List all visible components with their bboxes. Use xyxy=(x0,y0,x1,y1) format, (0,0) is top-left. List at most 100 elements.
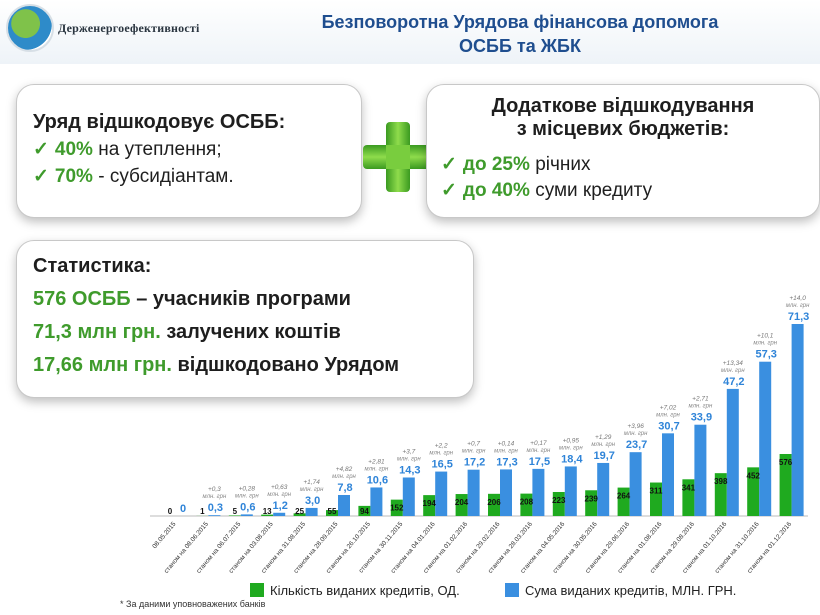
check-icon: ✓ xyxy=(33,139,49,160)
increment-value: +2,71 xyxy=(692,396,709,403)
increment-unit: млн. грн xyxy=(397,456,421,462)
statistics-card: Статистика: 576 ОСББ – учасників програм… xyxy=(16,240,474,398)
sum-bar xyxy=(662,433,674,516)
count-label: 152 xyxy=(390,504,404,513)
sum-label: 1,2 xyxy=(273,500,288,512)
legend-label: Сума виданих кредитів, МЛН. ГРН. xyxy=(525,583,737,598)
count-label: 5 xyxy=(233,507,238,516)
count-bar xyxy=(326,510,338,516)
sum-label: 17,5 xyxy=(529,456,550,468)
count-bar xyxy=(714,473,727,516)
count-label: 264 xyxy=(617,492,631,501)
count-label: 1 xyxy=(200,507,205,516)
government-compensation-card: Уряд відшкодовує ОСББ: ✓ 40% на утеплення… xyxy=(16,84,362,218)
sum-label: 0,6 xyxy=(240,501,255,513)
sum-label: 0 xyxy=(180,503,186,515)
count-bar xyxy=(617,487,630,516)
check-icon: ✓ xyxy=(441,154,457,175)
increment-value: +13,34 xyxy=(723,360,743,367)
sum-bar xyxy=(759,361,772,516)
increment-unit: млн. грн xyxy=(591,442,615,448)
increment-unit: млн. грн xyxy=(332,474,356,480)
sum-bar xyxy=(370,487,383,516)
count-label: 576 xyxy=(779,458,793,467)
sum-label: 10,6 xyxy=(367,474,388,486)
sum-bar xyxy=(402,477,415,516)
count-label: 194 xyxy=(423,499,437,508)
stats-item: 71,3 млн грн. залучених коштів xyxy=(33,321,399,344)
sum-label: 57,3 xyxy=(755,349,776,361)
sum-bar xyxy=(273,512,286,516)
count-bar xyxy=(552,491,565,516)
sum-bar xyxy=(435,471,448,516)
count-label: 204 xyxy=(455,498,469,507)
footnote: * За даними уповноважених банків xyxy=(120,599,266,609)
count-label: 25 xyxy=(295,507,304,516)
stats-item: 17,66 млн грн. відшкодовано Урядом xyxy=(33,354,399,377)
count-bar xyxy=(585,490,598,516)
sum-bar xyxy=(597,462,610,516)
sum-label: 18,4 xyxy=(561,453,583,465)
increment-unit: млн. грн xyxy=(300,487,324,493)
sum-label: 17,2 xyxy=(464,457,485,469)
page-title: Безповоротна Урядова фінансова допомога … xyxy=(250,10,790,58)
increment-value: +0,7 xyxy=(467,441,480,448)
count-bar xyxy=(747,467,760,516)
sum-label: 19,7 xyxy=(593,450,614,462)
increment-unit: млн. грн xyxy=(494,448,518,454)
card2-item: ✓ до 25% річних xyxy=(441,153,652,176)
card2-item: ✓ до 40% суми кредиту xyxy=(441,179,652,202)
count-label: 223 xyxy=(552,496,566,505)
category-label: 08.05.2015 xyxy=(151,521,178,551)
sum-bar xyxy=(532,468,545,516)
count-bar xyxy=(358,505,371,516)
card2-heading-line-1: Додаткове відшкодування xyxy=(491,95,755,117)
card1-item-value: 40% xyxy=(54,139,93,160)
sum-label: 14,3 xyxy=(399,464,420,476)
sum-bar xyxy=(564,466,577,516)
card2-item-value: до 25% xyxy=(462,154,530,175)
sum-bar xyxy=(726,388,739,516)
count-label: 13 xyxy=(263,507,272,516)
stats-item-text: – учасників програми xyxy=(136,288,351,310)
stats-item: 576 ОСББ – учасників програми xyxy=(33,288,399,311)
increment-unit: млн. грн xyxy=(624,431,648,437)
count-label: 341 xyxy=(682,483,696,492)
sum-bar xyxy=(500,469,512,516)
increment-value: +0,63 xyxy=(271,484,288,491)
increment-unit: млн. грн xyxy=(203,494,227,500)
count-bar xyxy=(779,454,792,516)
increment-value: +7,02 xyxy=(660,404,677,411)
count-bar xyxy=(455,494,468,516)
count-label: 208 xyxy=(520,498,534,507)
increment-unit: млн. грн xyxy=(462,449,486,455)
count-label: 55 xyxy=(328,507,337,516)
increment-unit: млн. грн xyxy=(429,451,453,457)
sum-bar xyxy=(208,515,221,516)
sum-bar xyxy=(305,507,318,516)
stats-item-text: залучених коштів xyxy=(166,321,341,343)
sum-label: 23,7 xyxy=(626,439,647,451)
sum-bar xyxy=(629,452,642,516)
local-budget-card: Додаткове відшкодування з місцевих бюдже… xyxy=(426,84,820,218)
card2-item-value: до 40% xyxy=(462,180,530,201)
count-label: 239 xyxy=(585,494,599,503)
card1-item-text: на утеплення; xyxy=(98,139,222,160)
count-label: 398 xyxy=(714,477,728,486)
sum-bar xyxy=(338,494,350,516)
sum-label: 7,8 xyxy=(337,482,352,494)
sum-label: 0,3 xyxy=(208,502,223,514)
increment-value: +0,95 xyxy=(563,437,580,444)
increment-value: +1,29 xyxy=(595,434,612,441)
count-bar xyxy=(682,479,695,516)
increment-value: +0,28 xyxy=(239,485,256,492)
increment-unit: млн. грн xyxy=(365,466,389,472)
count-bar xyxy=(488,493,500,516)
increment-unit: млн. грн xyxy=(559,445,583,451)
sum-bar xyxy=(694,424,707,516)
increment-unit: млн. грн xyxy=(753,341,777,347)
card1-item: ✓ 40% на утеплення; xyxy=(33,138,285,161)
increment-value: +3,7 xyxy=(402,448,415,455)
count-bar xyxy=(228,515,241,516)
